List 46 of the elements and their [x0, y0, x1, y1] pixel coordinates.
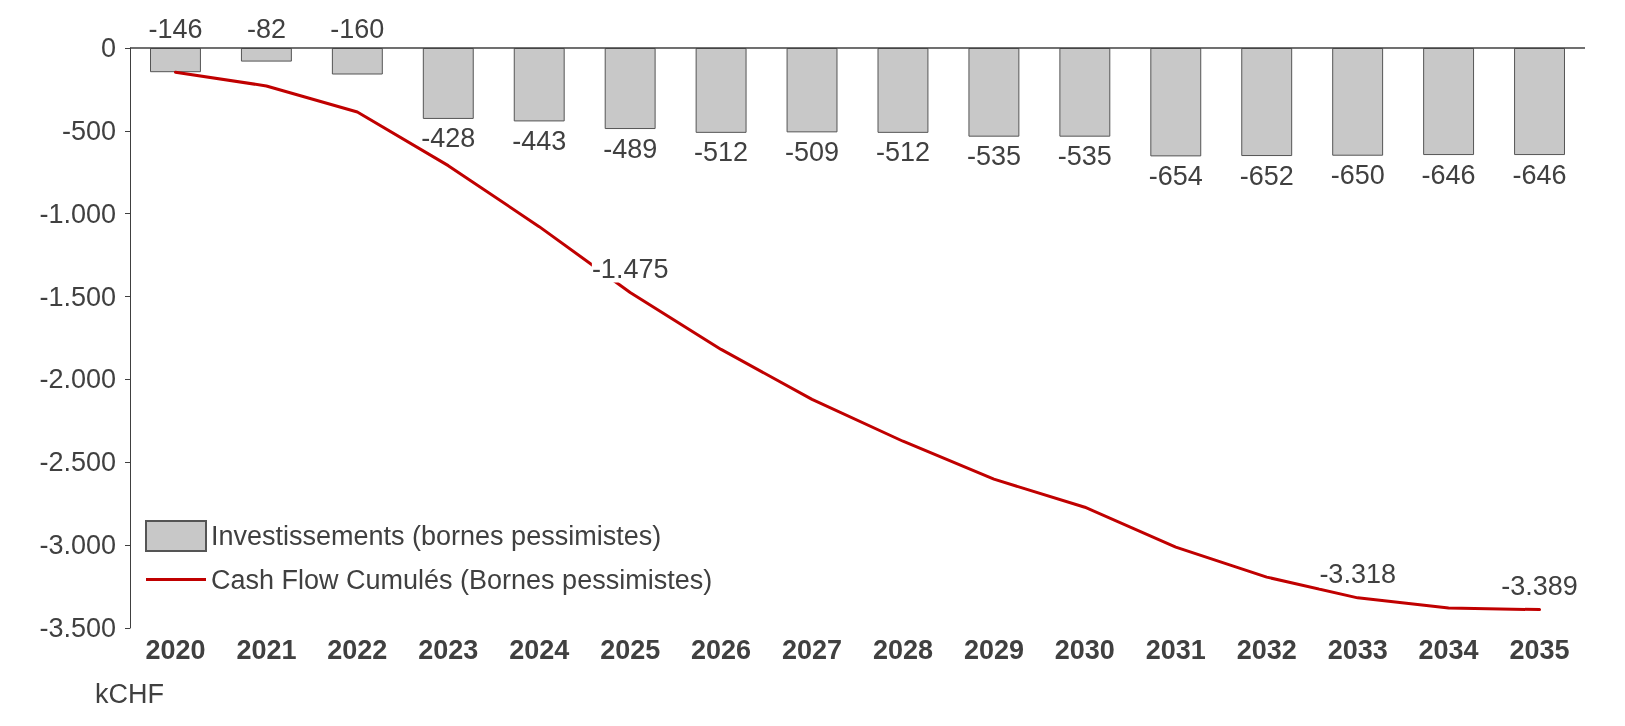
x-tick-label: 2028	[872, 634, 934, 665]
data-label: -489	[603, 133, 658, 164]
y-tick-label: -500	[61, 115, 116, 146]
y-tick-label: -2.500	[39, 447, 116, 478]
data-label: -512	[694, 137, 749, 168]
data-label: -650	[1330, 160, 1385, 191]
data-label: -443	[512, 125, 567, 156]
data-label: -3.318	[1319, 559, 1396, 590]
data-label: -160	[330, 13, 385, 44]
y-tick-label: 0	[100, 33, 116, 63]
x-tick-label: 2022	[327, 634, 388, 665]
data-label: -509	[785, 136, 840, 167]
legend-label: Investissements (bornes pessimistes)	[211, 521, 662, 551]
data-label: -652	[1239, 160, 1294, 191]
data-label: -1.475	[591, 253, 669, 284]
x-tick-label: 2030	[1054, 634, 1115, 665]
y-tick-label: -1.500	[39, 281, 116, 312]
x-tick-label: 2027	[781, 634, 843, 665]
x-tick-label: 2021	[236, 634, 297, 665]
x-tick-label: 2026	[691, 634, 752, 665]
x-tick-label: 2029	[963, 634, 1024, 665]
data-label: -512	[875, 137, 930, 168]
x-tick-label: 2035	[1509, 634, 1570, 665]
data-label: -646	[1512, 159, 1567, 190]
y-tick-label: -2.000	[39, 364, 116, 395]
data-label: -82	[246, 13, 286, 44]
data-label: -535	[1057, 141, 1112, 172]
x-tick-label: 2031	[1145, 634, 1206, 665]
x-tick-label: 2034	[1418, 634, 1479, 665]
x-tick-label: 2020	[145, 634, 206, 665]
text: kCHF	[95, 678, 164, 709]
x-tick-label: 2025	[600, 634, 661, 665]
y-tick-label: -3.500	[39, 613, 116, 643]
data-label: -654	[1148, 160, 1203, 191]
y-tick-label: -1.000	[39, 198, 116, 229]
x-tick-label: 2023	[418, 634, 479, 665]
data-label: -535	[966, 141, 1021, 172]
data-label: -646	[1421, 159, 1476, 190]
x-tick-label: 2032	[1236, 634, 1297, 665]
legend-label: Cash Flow Cumulés (Bornes pessimistes)	[211, 564, 713, 595]
y-tick-label: -3.000	[39, 530, 116, 561]
data-label: -428	[421, 123, 476, 154]
data-label: -3.389	[1501, 571, 1578, 602]
data-label: -146	[148, 13, 203, 44]
x-tick-label: 2033	[1327, 634, 1388, 665]
x-tick-label: 2024	[509, 634, 570, 665]
